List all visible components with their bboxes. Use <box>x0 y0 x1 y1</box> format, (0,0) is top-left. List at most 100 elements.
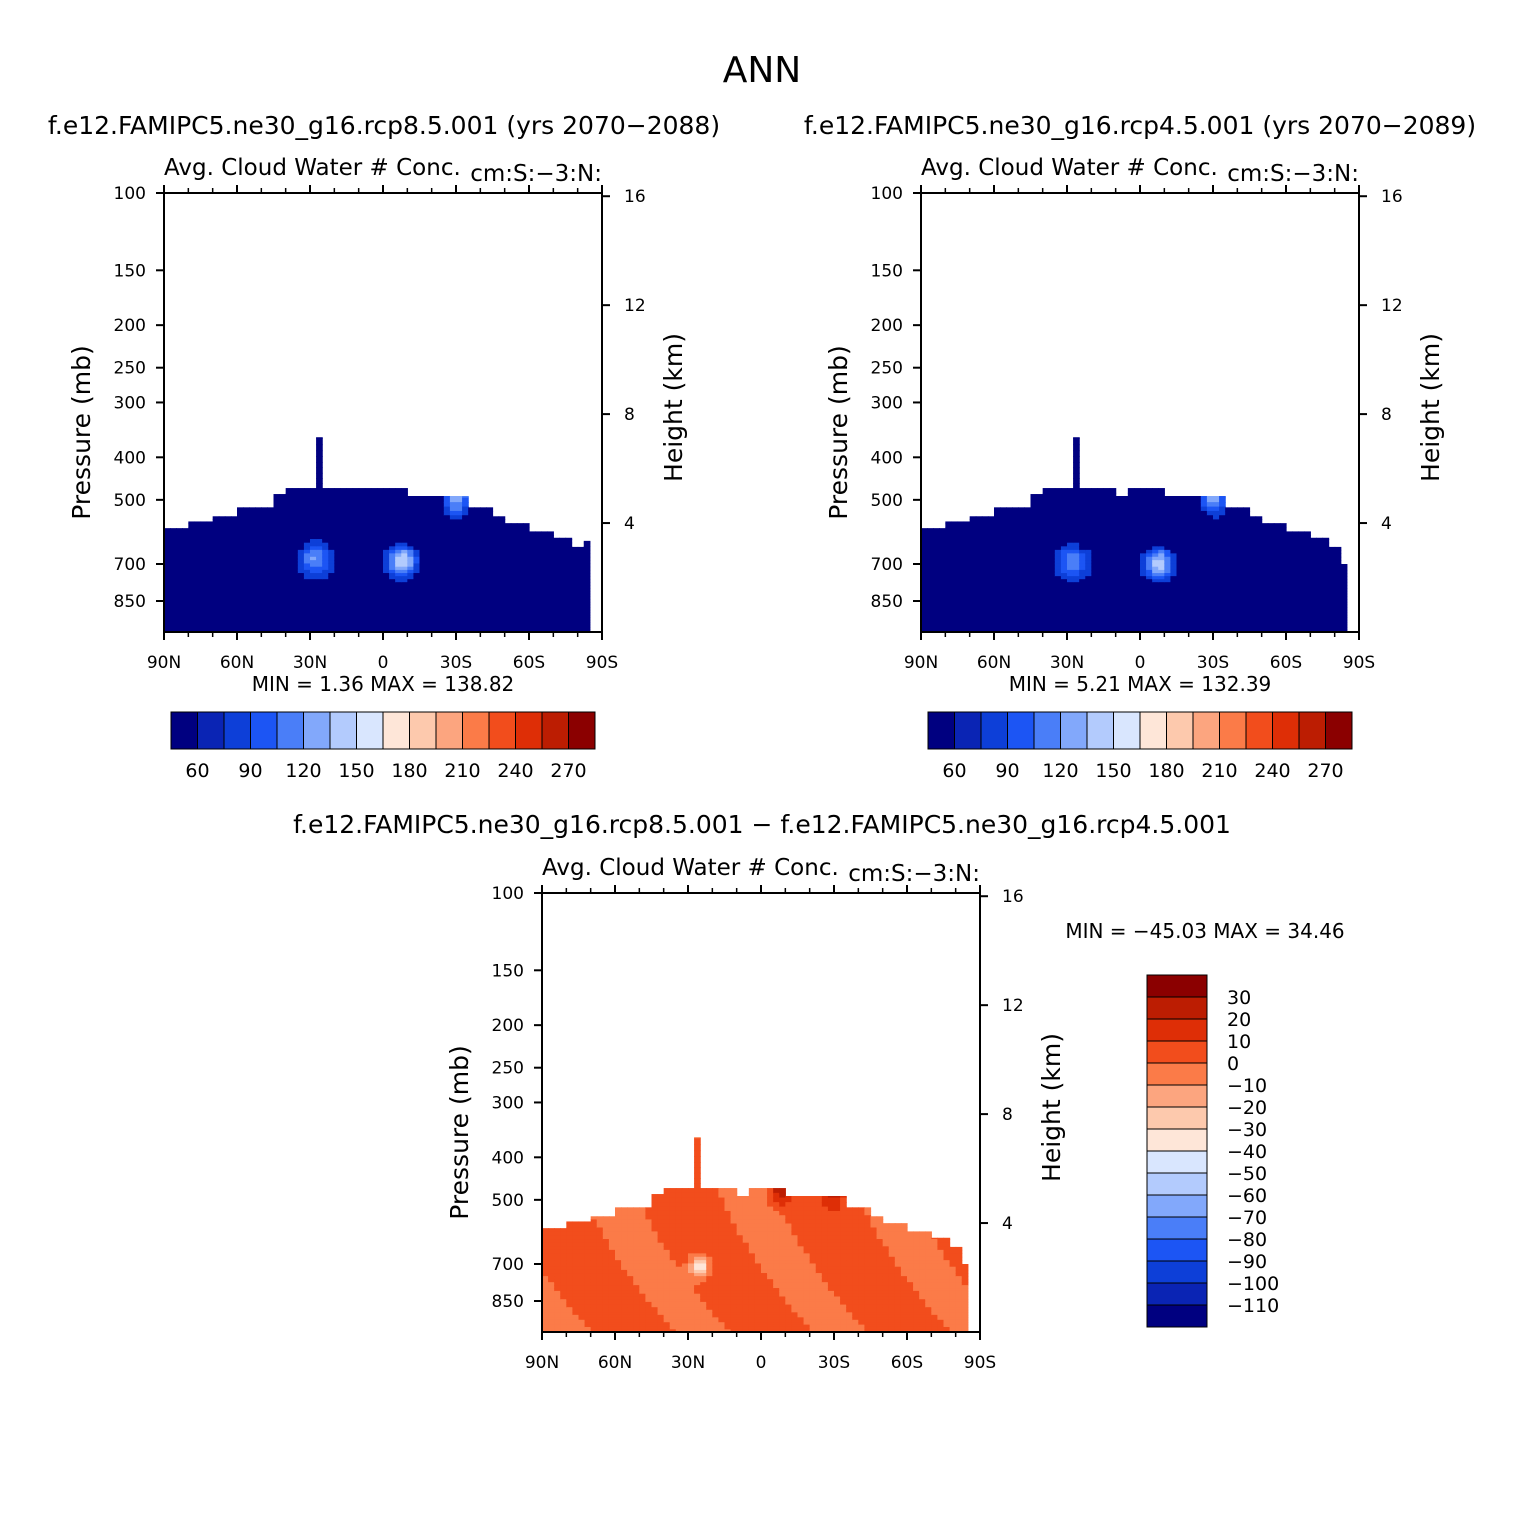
data-cell <box>1170 582 1178 586</box>
data-cell <box>255 556 262 561</box>
colorbar-label: 120 <box>285 760 321 782</box>
data-cell <box>334 607 342 611</box>
data-cell <box>1158 599 1165 603</box>
data-cell <box>456 506 463 512</box>
data-cell <box>1030 593 1038 598</box>
data-cell <box>987 604 995 608</box>
data-cell <box>419 560 427 565</box>
data-cell <box>273 607 281 611</box>
data-cell <box>425 546 433 551</box>
data-cell <box>1158 607 1165 611</box>
data-cell <box>1194 496 1202 499</box>
data-cell <box>164 599 171 603</box>
data-cell <box>945 549 953 554</box>
data-cell <box>474 604 481 608</box>
data-cell <box>303 492 311 499</box>
data-cell <box>529 617 536 621</box>
data-cell <box>419 496 427 499</box>
data-cell <box>340 510 348 516</box>
data-cell <box>480 607 488 611</box>
data-cell <box>1079 629 1086 633</box>
data-cell <box>1060 519 1068 525</box>
data-cell <box>322 619 329 623</box>
data-cell <box>237 599 244 603</box>
data-cell <box>170 624 177 628</box>
data-cell <box>1042 506 1050 512</box>
data-cell <box>1024 527 1032 533</box>
data-cell <box>486 607 494 611</box>
data-cell <box>474 609 481 613</box>
data-cell <box>474 566 481 571</box>
data-cell <box>1200 546 1208 551</box>
data-cell <box>1073 519 1080 525</box>
data-cell <box>1024 563 1032 568</box>
data-cell <box>571 617 579 621</box>
data-cell <box>1127 579 1135 583</box>
data-cell <box>176 553 183 558</box>
data-cell <box>1127 542 1135 547</box>
data-cell <box>571 582 579 586</box>
data-cell <box>425 531 433 536</box>
data-cell <box>1079 585 1086 589</box>
data-cell <box>170 535 177 540</box>
data-cell <box>267 563 275 568</box>
data-cell <box>182 560 189 565</box>
data-cell <box>1048 556 1056 561</box>
data-cell <box>577 573 585 577</box>
data-cell <box>291 607 299 611</box>
data-cell <box>504 609 512 613</box>
data-cell <box>1073 593 1080 598</box>
data-cell <box>310 492 317 499</box>
data-cell <box>963 588 971 592</box>
data-cell <box>474 527 481 533</box>
data-cell <box>297 579 305 583</box>
data-cell <box>1073 622 1080 626</box>
data-cell <box>346 515 354 521</box>
data-cell <box>474 549 481 554</box>
data-cell <box>176 573 183 577</box>
data-cell <box>1097 556 1105 561</box>
data-cell <box>358 582 366 586</box>
data-cell <box>188 601 196 606</box>
data-cell <box>565 614 573 618</box>
data-cell <box>316 560 323 565</box>
data-cell <box>1060 585 1068 589</box>
data-cell <box>1073 478 1080 484</box>
data-cell <box>939 573 946 577</box>
data-cell <box>206 588 214 592</box>
data-cell <box>1036 510 1044 516</box>
data-cell <box>431 596 439 600</box>
data-cell <box>510 590 518 595</box>
data-cell <box>504 629 512 633</box>
data-cell <box>364 617 372 621</box>
data-cell <box>994 588 1001 592</box>
data-cell <box>486 549 494 554</box>
data-cell <box>1091 590 1099 595</box>
data-cell <box>194 546 202 551</box>
data-cell <box>334 531 342 536</box>
data-cell <box>316 612 323 616</box>
data-cell <box>230 576 238 580</box>
data-cell <box>449 497 457 503</box>
data-cell <box>1188 607 1196 611</box>
data-cell <box>249 622 256 626</box>
data-cell <box>237 527 244 533</box>
data-cell <box>1219 607 1226 611</box>
data-cell <box>474 622 481 626</box>
data-cell <box>267 569 275 574</box>
data-cell <box>237 576 244 580</box>
data-cell <box>437 619 445 623</box>
data-cell <box>492 624 500 628</box>
data-cell <box>1079 604 1086 608</box>
data-cell <box>200 576 208 580</box>
data-cell <box>1127 506 1135 512</box>
y2-axis-label: Height (km) <box>659 333 688 482</box>
x-tick-label: 30S <box>440 653 472 673</box>
data-cell <box>981 523 989 529</box>
data-cell <box>571 546 579 551</box>
data-cell <box>243 546 250 551</box>
data-cell <box>200 596 208 600</box>
data-cell <box>316 596 323 600</box>
data-cell <box>443 607 451 611</box>
data-cell <box>1085 596 1092 600</box>
